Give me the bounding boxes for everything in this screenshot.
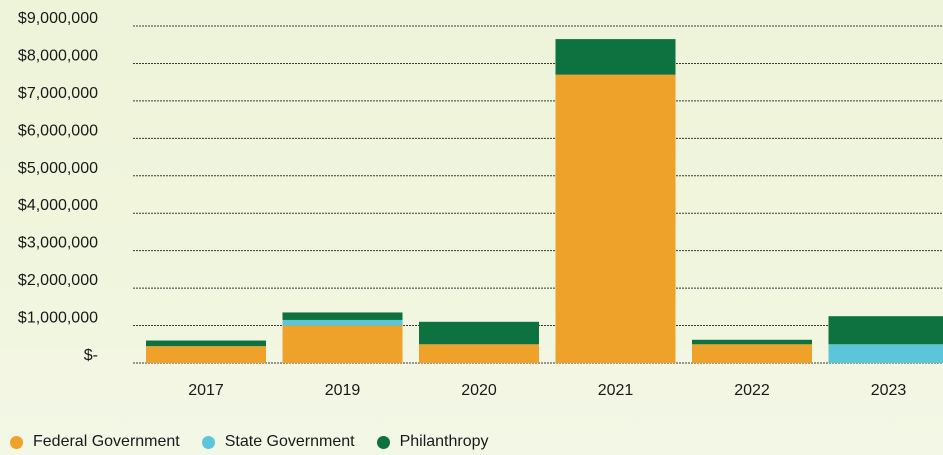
bar-segment xyxy=(692,344,812,363)
x-tick-label: 2023 xyxy=(871,382,907,399)
y-tick-label: $7,000,000 xyxy=(18,85,98,102)
legend-swatch-state-government xyxy=(201,435,215,449)
gridlines xyxy=(133,25,943,364)
chart-plot: $9,000,000 $8,000,000 $7,000,000 $6,000,000… xyxy=(18,10,943,399)
y-axis-ticks: $9,000,000 $8,000,000 $7,000,000 $6,000,000… xyxy=(18,10,98,364)
x-tick-label: 2021 xyxy=(598,382,634,399)
legend-label-federal-government: Federal Government xyxy=(33,433,180,450)
bar-segment xyxy=(282,325,403,363)
y-tick-label: $5,000,000 xyxy=(18,160,98,177)
x-tick-label: 2022 xyxy=(734,382,770,399)
legend-item-state-government: State Government xyxy=(201,433,355,451)
y-tick-label: $6,000,000 xyxy=(18,122,98,139)
bar-segment xyxy=(555,74,676,363)
bar-segment xyxy=(419,344,539,363)
y-tick-label: $9,000,000 xyxy=(18,10,98,27)
bar-segment xyxy=(419,321,539,345)
bar-segment xyxy=(692,339,812,345)
bars xyxy=(146,39,943,363)
y-tick-label: $- xyxy=(84,347,98,364)
x-tick-label: 2020 xyxy=(461,382,497,399)
bar-segment xyxy=(146,346,266,363)
bar-segment xyxy=(146,340,266,347)
legend-label-philanthropy: Philanthropy xyxy=(399,433,489,450)
bar-segment xyxy=(555,39,676,75)
legend-item-federal-government: Federal Government xyxy=(10,433,180,451)
y-tick-label: $4,000,000 xyxy=(18,197,98,214)
y-tick-label: $1,000,000 xyxy=(18,310,98,327)
y-tick-label: $3,000,000 xyxy=(18,235,98,252)
bar-segment xyxy=(828,316,943,345)
bar-segment xyxy=(282,312,403,320)
y-tick-label: $8,000,000 xyxy=(18,47,98,64)
bar-segment xyxy=(282,319,403,326)
x-axis-ticks: 2017 2019 2020 2021 2022 2023 xyxy=(188,382,906,399)
legend-item-philanthropy: Philanthropy xyxy=(376,433,489,451)
bar-segment xyxy=(828,344,943,363)
legend-swatch-philanthropy xyxy=(376,435,390,449)
legend-label-state-government: State Government xyxy=(224,433,355,450)
legend-swatch-federal-government xyxy=(10,435,23,449)
y-tick-label: $2,000,000 xyxy=(18,272,98,289)
x-tick-label: 2017 xyxy=(188,382,224,399)
x-tick-label: 2019 xyxy=(325,382,361,399)
legend: Federal Government State Government Phil… xyxy=(10,433,511,451)
